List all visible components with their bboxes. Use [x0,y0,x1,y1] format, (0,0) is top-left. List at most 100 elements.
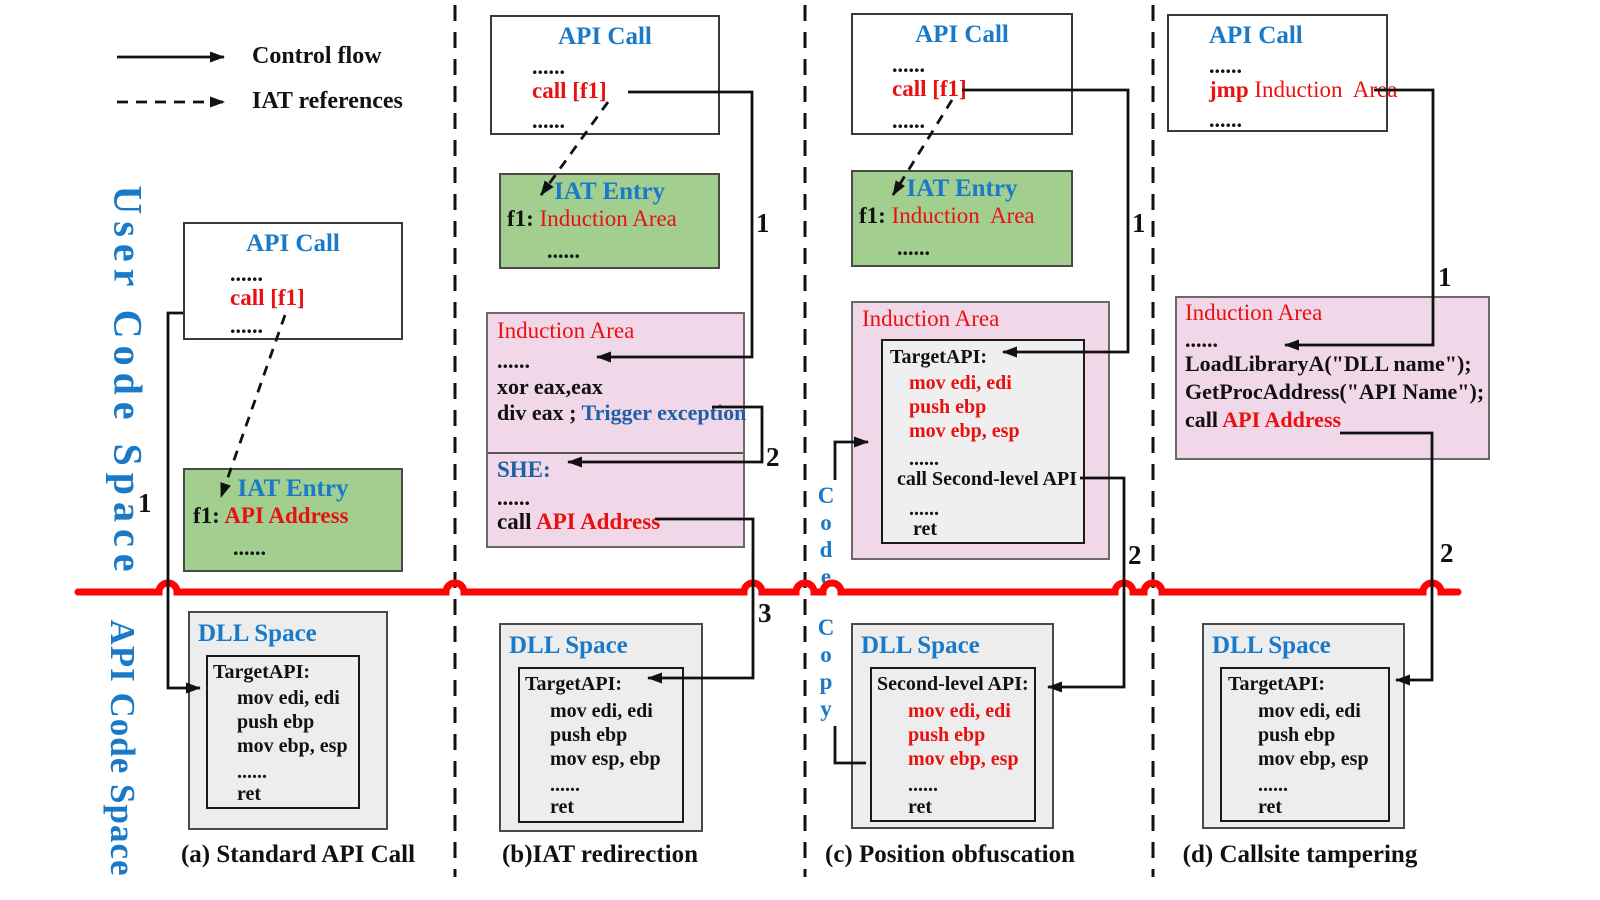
panel-d-targetapi-box: TargetAPI: mov edi, edi push ebp mov ebp… [1220,667,1390,822]
panel-b-dll-space-box: DLL Space TargetAPI: mov edi, edi push e… [499,623,703,832]
panel-b-induction-title: Induction Area [497,318,635,343]
panel-b-dll-space-title: DLL Space [509,632,628,659]
ellipsis-line: ...... [550,774,580,796]
instruction-line: push ebp [908,724,986,746]
panel-b-call-instruction: call [f1] [532,78,607,103]
ellipsis-line: ...... [237,761,267,783]
ellipsis-line: ...... [909,498,939,520]
ellipsis-line: ...... [532,54,565,79]
panel-c-call-instruction: call [f1] [892,76,967,101]
panel-c-dll-space-box: DLL Space Second-level API: mov edi, edi… [851,623,1054,829]
instruction-line: ret [1258,796,1283,818]
panel-b-iat-entry-box: IAT Entry f1: Induction Area ...... [499,173,720,269]
panel-b-targetapi-box: TargetAPI: mov edi, edi push ebp mov esp… [518,667,684,823]
panel-c-dll-space-title: DLL Space [861,632,980,659]
ellipsis-line: ...... [1258,774,1288,796]
ellipsis-line: ...... [1209,107,1242,132]
panel-a-iat-entry-line: f1: API Address [193,503,349,529]
panel-b-step-2: 2 [766,442,780,472]
instruction-line: mov edi, edi [908,700,1011,722]
panel-c-step-2: 2 [1128,540,1142,570]
instruction-line: mov ebp, esp [237,735,348,757]
panel-c-iat-entry-box: IAT Entry f1: Induction Area ...... [851,170,1073,267]
panel-a-iat-entry-title: IAT Entry [237,475,349,502]
instruction-line: ret [908,796,933,818]
function-label: TargetAPI: [213,661,311,683]
panel-c-iat-entry-line: f1: Induction Area [859,203,1035,229]
instruction-line: push ebp [237,711,315,733]
call-api-address-line: call API Address [1185,408,1341,432]
panel-b-step-3: 3 [758,598,772,628]
panel-a-dll-space-title: DLL Space [198,620,317,647]
panel-d-step-2: 2 [1440,538,1454,568]
panel-d-induction-area-box: Induction Area ...... LoadLibraryA("DLL … [1175,296,1490,460]
ellipsis-line: ...... [1185,327,1218,352]
panel-d-dll-space-box: DLL Space TargetAPI: mov edi, edi push e… [1202,623,1405,829]
iat-key: f1: [193,503,225,528]
trigger-exception-comment: Trigger exception [581,400,747,425]
api-code-space-label: API Code Space [103,619,142,877]
instruction-line: mov ebp, esp [908,748,1019,770]
api-address-text: API Address [1222,407,1342,432]
ellipsis-line: ...... [497,348,530,373]
panel-a-iat-entry-box: IAT Entry f1: API Address ...... [183,468,403,572]
code-copy-word-copy: C o p y [817,615,835,721]
panel-c-induction-title: Induction Area [862,306,1000,331]
api-address-text: API Address [535,509,661,534]
ellipsis-line: ...... [497,485,530,510]
panel-c-caption: (c) Position obfuscation [825,841,1075,868]
ellipsis-line: ...... [897,235,930,260]
panel-b-step-1: 1 [756,208,770,238]
instruction-text: div eax ; [497,400,582,425]
panel-b-caption: (b)IAT redirection [501,841,699,868]
instruction-line: mov ebp, esp [909,420,1020,442]
user-api-space-divider [74,579,1462,596]
panel-a-caption: (a) Standard API Call [180,841,416,868]
instruction-line: ret [550,796,575,818]
ellipsis-line: ...... [908,774,938,796]
instruction-line: push ebp [909,396,987,418]
function-label: TargetAPI: [525,673,623,695]
legend-iat-references-label: IAT references [252,88,403,114]
panel-d-step-1: 1 [1438,262,1452,292]
getprocaddress-line: GetProcAddress("API Name"); [1185,379,1485,404]
instruction-line: mov ebp, esp [1258,748,1369,770]
panel-a-targetapi-box: TargetAPI: mov edi, edi push ebp mov ebp… [206,655,360,809]
panel-d-api-call-box: API Call ...... jmp Induction Area .....… [1167,14,1397,132]
user-code-space-label: User Code Space [105,185,151,579]
panel-d-api-call-title: API Call [1209,22,1303,49]
instruction-line: mov edi, edi [1258,700,1361,722]
ellipsis-line: ...... [532,108,565,133]
instruction-line: mov edi, edi [550,700,653,722]
panel-b-api-call-title: API Call [558,23,652,50]
induction-divider [488,452,743,454]
call-api-address-line: call API Address [497,509,661,535]
instruction-line: mov edi, edi [237,687,340,709]
panel-d-induction-title: Induction Area [1185,300,1323,325]
panel-b-induction-area-box: Induction Area ...... xor eax,eax div ea… [486,312,747,548]
panel-b-api-call-box: API Call ...... call [f1] ...... [490,15,720,135]
panel-c-api-call-title: API Call [915,21,1009,48]
iat-value: Induction Area [891,203,1035,228]
panel-c-second-level-api-box: Second-level API: mov edi, edi push ebp … [870,667,1036,822]
jmp-target: Induction Area [1254,77,1398,102]
panel-a-step-1: 1 [138,488,152,518]
panel-d-dll-space-title: DLL Space [1212,632,1331,659]
iat-key: f1: [859,203,892,228]
instruction-line: push ebp [1258,724,1336,746]
ellipsis-line: ...... [230,313,263,338]
panel-d-caption: (d) Callsite tampering [1182,841,1418,868]
ellipsis-line: ...... [1209,53,1242,78]
ellipsis-line: ...... [892,52,925,77]
panel-c-step-1: 1 [1132,208,1146,238]
panel-d-jmp-instruction: jmp Induction Area [1209,77,1398,103]
panel-b-iat-entry-line: f1: Induction Area [507,206,677,232]
code-copy-word-code: C o d e [817,483,835,589]
iat-value: Induction Area [539,206,677,231]
panel-c-relocated-code-box: TargetAPI: mov edi, edi push ebp mov ebp… [881,339,1085,544]
panel-b-iat-entry-title: IAT Entry [554,178,665,205]
ellipsis-line: ...... [230,261,263,286]
function-label: Second-level API: [877,673,1029,695]
ellipsis-line: ...... [909,448,939,470]
ellipsis-line: ...... [233,535,266,560]
